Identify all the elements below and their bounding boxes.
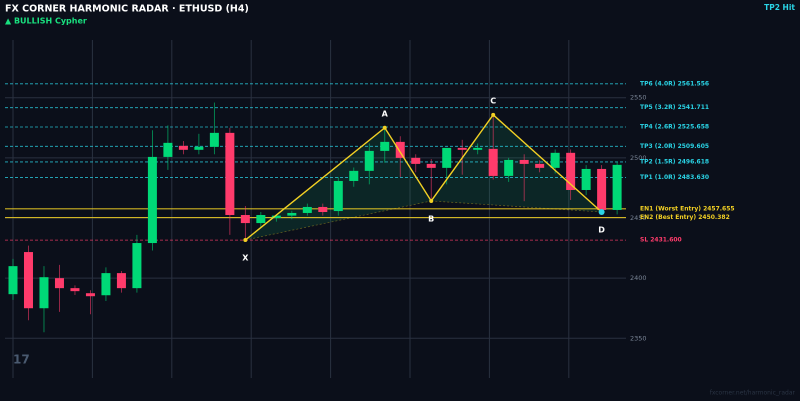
- candle-body: [411, 157, 421, 164]
- pattern-point: [598, 209, 605, 216]
- candle-body: [349, 170, 359, 181]
- candle-body: [23, 252, 33, 309]
- candle-body: [597, 168, 607, 210]
- candle-body: [240, 215, 250, 224]
- candle-body: [271, 215, 281, 219]
- pattern-label: A: [382, 109, 389, 118]
- candle-body: [519, 159, 529, 164]
- candle-body: [178, 145, 188, 150]
- level-label: SL 2431.600: [640, 237, 682, 244]
- y-tick-label: 2450: [630, 214, 647, 222]
- candle-body: [612, 164, 622, 210]
- candle-body: [85, 293, 95, 297]
- candle-body: [473, 147, 483, 150]
- candle-body: [256, 215, 266, 224]
- candle-body: [287, 212, 297, 216]
- level-label: EN2 (Best Entry) 2450.382: [640, 214, 730, 221]
- level-label: TP3 (2.0R) 2509.605: [640, 143, 709, 150]
- candle-body: [70, 288, 80, 292]
- level-label: TP6 (4.0R) 2561.556: [640, 80, 709, 87]
- footer: fxcorner.net/harmonic_radar: [710, 390, 796, 397]
- candle-body: [318, 206, 328, 213]
- candle-body: [225, 132, 235, 216]
- pattern-baseline: [431, 200, 602, 213]
- candle-body: [380, 141, 390, 151]
- level-label: EN1 (Worst Entry) 2457.655: [640, 205, 735, 212]
- candle-body: [395, 141, 405, 158]
- pattern-label: C: [490, 96, 496, 105]
- level-label: TP4 (2.6R) 2525.658: [640, 124, 709, 131]
- candle-body: [442, 147, 452, 168]
- candle-body: [116, 273, 126, 289]
- candle-body: [132, 243, 142, 289]
- candle-body: [101, 273, 111, 296]
- level-label: TP2 (1.5R) 2496.618: [640, 158, 709, 165]
- pattern-label: B: [428, 214, 434, 223]
- pattern-point: [382, 125, 387, 130]
- candle-body: [147, 156, 157, 244]
- candle-body: [550, 152, 560, 168]
- chart-title: FX CORNER HARMONIC RADAR · ETHUSD (H4): [5, 4, 249, 15]
- candle-body: [504, 159, 514, 176]
- candle-body: [163, 142, 173, 157]
- candle-body: [54, 278, 64, 289]
- candle-body: [566, 152, 576, 190]
- candle-body: [194, 146, 204, 150]
- candle-body: [209, 132, 219, 147]
- status-badge: TP2 Hit: [764, 3, 795, 12]
- candle-body: [302, 206, 312, 213]
- y-tick-label: 2400: [630, 274, 647, 282]
- y-tick-label: 2350: [630, 334, 647, 342]
- pattern-label: D: [598, 226, 605, 235]
- candle-body: [535, 163, 545, 168]
- pattern-point: [429, 198, 434, 203]
- candle-body: [488, 148, 498, 176]
- pattern-fill: [431, 114, 602, 213]
- y-tick-label: 2550: [630, 94, 647, 102]
- candle-body: [333, 180, 343, 212]
- y-tick-label: 2500: [630, 154, 647, 162]
- level-label: TP5 (3.2R) 2541.711: [640, 104, 709, 111]
- pattern-label: X: [242, 254, 249, 263]
- watermark: 17: [13, 353, 30, 367]
- candle-body: [8, 266, 18, 295]
- candle-body: [39, 277, 49, 309]
- candle-body: [457, 147, 467, 150]
- pattern-point: [243, 238, 248, 243]
- pattern-point: [491, 112, 496, 117]
- candle-body: [364, 150, 374, 171]
- pattern-subtitle: ▲ BULLISH Cypher: [5, 17, 87, 26]
- level-label: TP1 (1.0R) 2483.630: [640, 174, 709, 181]
- candle-body: [581, 168, 591, 190]
- candle-body: [426, 163, 436, 168]
